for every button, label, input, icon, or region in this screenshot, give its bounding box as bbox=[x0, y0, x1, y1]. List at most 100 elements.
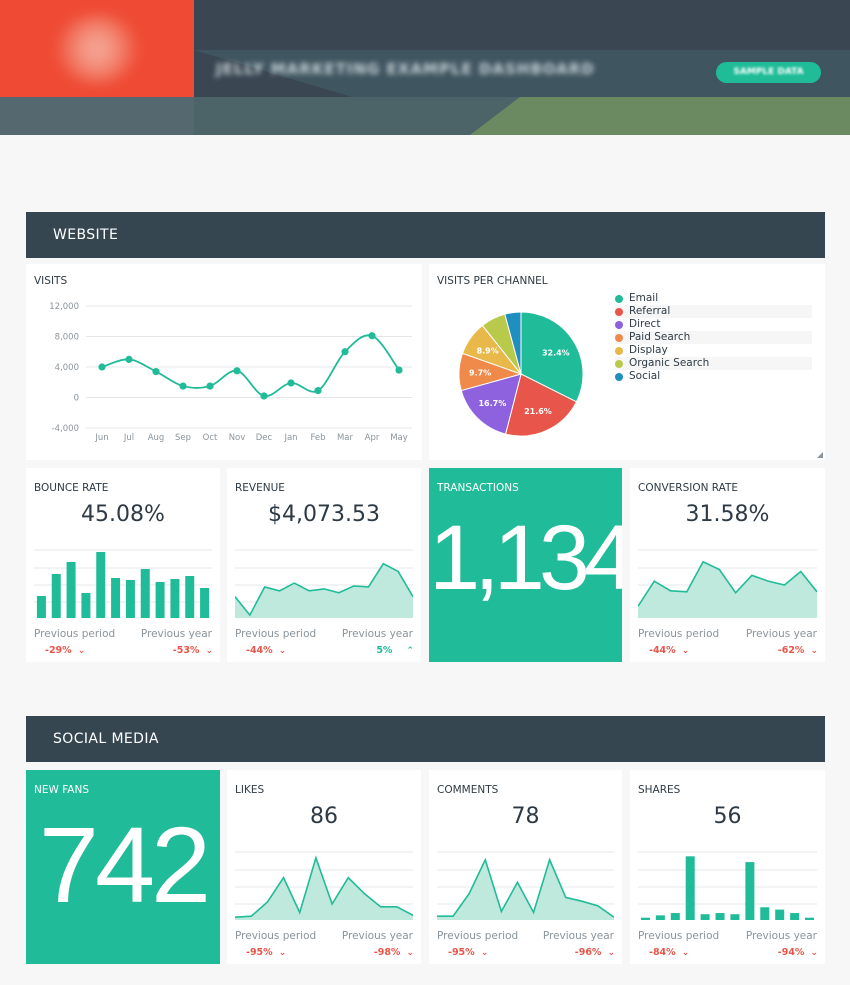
previous-year-value: -53% bbox=[172, 645, 200, 656]
previous-period-change: -29% ⌄ bbox=[45, 645, 85, 656]
bar bbox=[185, 576, 195, 618]
visits-data-point[interactable] bbox=[179, 382, 187, 390]
visits-data-point[interactable] bbox=[206, 382, 214, 390]
transactions-card[interactable]: TRANSACTIONS 1,134 bbox=[429, 468, 622, 662]
visits-data-point[interactable] bbox=[287, 379, 295, 387]
comments-label: COMMENTS bbox=[437, 784, 499, 796]
bar bbox=[140, 569, 150, 618]
pie-slice-label: 8.9% bbox=[477, 346, 499, 355]
legend-swatch bbox=[615, 308, 623, 316]
conversion-rate-card[interactable]: CONVERSION RATE 31.58% Previous period P… bbox=[630, 468, 825, 662]
legend-swatch bbox=[615, 295, 623, 303]
bounce-rate-card[interactable]: BOUNCE RATE 45.08% Previous period Previ… bbox=[26, 468, 220, 662]
visits-data-point[interactable] bbox=[152, 367, 160, 376]
pie-slice-label: 21.6% bbox=[524, 407, 552, 416]
legend-label: Display bbox=[629, 344, 668, 356]
previous-period-change: -84% ⌄ bbox=[649, 947, 689, 958]
visits-line-chart[interactable]: 12,000 8,000 4,000 0 -4,000 Jun Jul Aug Sep Oct No… bbox=[26, 264, 422, 460]
previous-period-label: Previous period bbox=[638, 628, 720, 640]
visits-per-channel-card[interactable]: VISITS PER CHANNEL 32.4% 21.6% 16.7% 9.7% 8.… bbox=[429, 264, 825, 460]
bar bbox=[51, 574, 61, 618]
y-tick-label: 4,000 bbox=[55, 363, 79, 373]
previous-year-change: -96% ⌄ bbox=[575, 947, 615, 958]
legend-item[interactable]: Organic Search bbox=[615, 357, 812, 370]
visits-data-point[interactable] bbox=[368, 332, 376, 340]
bounce-rate-bar-chart bbox=[34, 549, 212, 618]
visits-data-point[interactable] bbox=[125, 355, 133, 363]
x-tick-label: Sep bbox=[175, 433, 191, 443]
revenue-card[interactable]: REVENUE $4,073.53 Previous period Previo… bbox=[227, 468, 421, 662]
likes-value: 86 bbox=[310, 804, 338, 829]
bar bbox=[170, 579, 180, 618]
visits-data-point[interactable] bbox=[314, 387, 322, 395]
bar bbox=[670, 913, 680, 920]
previous-period-change: -95% ⌄ bbox=[448, 947, 488, 958]
x-tick-label: May bbox=[390, 433, 408, 443]
conversion-rate-label: CONVERSION RATE bbox=[638, 482, 739, 494]
likes-card[interactable]: LIKES 86 Previous period Previous year -… bbox=[227, 770, 421, 964]
revenue-value: $4,073.53 bbox=[268, 502, 380, 527]
legend-label: Social bbox=[629, 370, 661, 382]
visits-data-point[interactable] bbox=[98, 363, 106, 371]
resize-handle-icon[interactable] bbox=[817, 452, 823, 458]
visits-data-point[interactable] bbox=[260, 392, 268, 400]
bar bbox=[700, 914, 710, 920]
legend-item[interactable]: Email bbox=[615, 292, 812, 305]
section-title-social-media: SOCIAL MEDIA bbox=[53, 731, 159, 747]
legend-item[interactable]: Direct bbox=[615, 318, 812, 331]
bar bbox=[655, 915, 665, 920]
bar bbox=[640, 917, 650, 920]
x-tick-label: Feb bbox=[310, 433, 325, 443]
conversion-rate-value: 31.58% bbox=[685, 502, 770, 527]
pie-slice[interactable] bbox=[504, 311, 522, 375]
shares-value: 56 bbox=[713, 804, 742, 829]
bar bbox=[790, 913, 800, 920]
pie-slice-label: 32.4% bbox=[542, 349, 570, 358]
chevron-down-icon: ⌄ bbox=[607, 948, 615, 958]
pie-slice-label: 16.7% bbox=[478, 399, 506, 408]
pie-legend: Email Referral Direct Paid Search Display Org… bbox=[615, 292, 812, 383]
visits-per-channel-pie-chart[interactable]: 32.4% 21.6% 16.7% 9.7% 8.9% bbox=[429, 264, 609, 460]
bar bbox=[36, 596, 46, 618]
pie-slice[interactable] bbox=[520, 311, 584, 403]
x-tick-label: Dec bbox=[256, 433, 273, 443]
sample-data-badge[interactable]: SAMPLE DATA bbox=[716, 62, 821, 83]
legend-swatch bbox=[615, 360, 623, 368]
visits-data-point[interactable] bbox=[233, 367, 241, 375]
visits-data-point[interactable] bbox=[341, 348, 349, 356]
dashboard-title: JELLY MARKETING EXAMPLE DASHBOARD bbox=[216, 60, 595, 78]
previous-year-label: Previous year bbox=[745, 930, 817, 942]
shares-bar-chart bbox=[638, 851, 817, 920]
conversion-rate-area-chart bbox=[638, 549, 817, 618]
logo-mark bbox=[55, 14, 139, 84]
y-tick-label: 0 bbox=[74, 394, 79, 404]
bar bbox=[111, 578, 121, 618]
sparkline-line bbox=[638, 560, 817, 607]
y-tick-label: 8,000 bbox=[55, 333, 79, 343]
legend-item[interactable]: Referral bbox=[615, 305, 812, 318]
visits-data-point[interactable] bbox=[395, 366, 403, 374]
previous-year-change: -62% ⌄ bbox=[778, 645, 818, 656]
pie-slice[interactable] bbox=[504, 373, 578, 437]
x-tick-label: Jul bbox=[123, 433, 134, 443]
sparkline-line bbox=[235, 562, 413, 617]
legend-item[interactable]: Social bbox=[615, 370, 812, 383]
bounce-rate-label: BOUNCE RATE bbox=[34, 482, 109, 494]
chevron-down-icon: ⌄ bbox=[77, 646, 86, 656]
chevron-down-icon: ⌄ bbox=[681, 948, 690, 958]
shares-card[interactable]: SHARES 56 Previous period Previous year … bbox=[630, 770, 825, 964]
legend-swatch bbox=[615, 321, 623, 329]
legend-item[interactable]: Paid Search bbox=[615, 331, 812, 344]
sparkline-line bbox=[235, 855, 413, 918]
comments-card[interactable]: COMMENTS 78 Previous period Previous yea… bbox=[429, 770, 622, 964]
visits-card[interactable]: VISITS 12,000 8,000 4,000 0 -4,000 Jun Jul Aug S… bbox=[26, 264, 422, 460]
transactions-value: 1,134 bbox=[429, 507, 622, 609]
pie-slice[interactable] bbox=[460, 373, 522, 435]
banner-background bbox=[0, 0, 850, 135]
new-fans-card[interactable]: NEW FANS 742 bbox=[26, 770, 220, 964]
likes-area-chart bbox=[235, 851, 413, 920]
legend-label: Organic Search bbox=[629, 357, 710, 369]
legend-item[interactable]: Display bbox=[615, 344, 812, 357]
previous-year-label: Previous year bbox=[542, 930, 614, 942]
bar bbox=[66, 562, 76, 618]
